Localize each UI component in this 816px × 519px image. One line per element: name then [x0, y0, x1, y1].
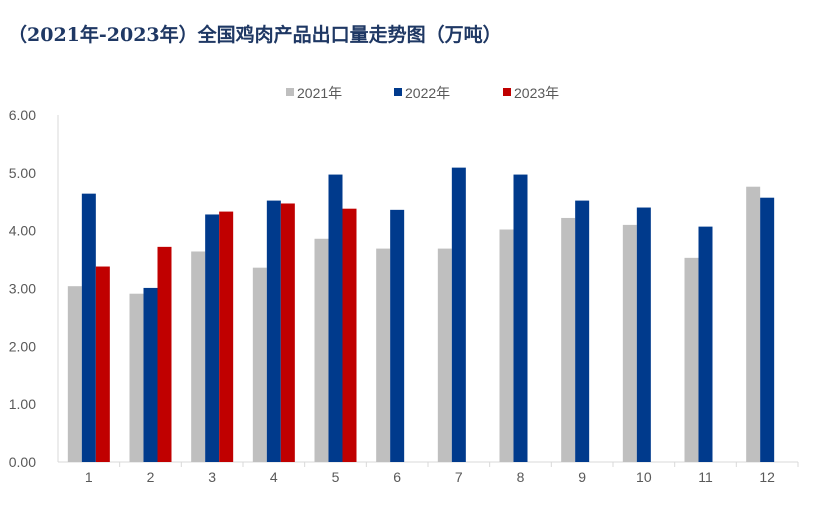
y-tick-label: 2.00: [9, 338, 36, 354]
bar-2023年-2: [157, 246, 172, 462]
x-tick-label: 9: [578, 469, 586, 485]
legend-label: 2023年: [514, 85, 559, 101]
bar-2022年-5: [328, 174, 343, 462]
x-tick-label: 8: [517, 469, 525, 485]
bar-2021年-12: [746, 186, 761, 463]
x-tick-label: 6: [393, 469, 401, 485]
bar-2022年-9: [575, 200, 590, 463]
y-tick-label: 3.00: [9, 281, 36, 297]
x-tick-label: 5: [332, 469, 340, 485]
bar-2021年-8: [499, 229, 514, 462]
y-tick-label: 1.00: [9, 396, 36, 412]
y-tick-label: 0.00: [9, 454, 36, 470]
bar-2021年-2: [129, 293, 144, 462]
bar-2022年-8: [513, 174, 528, 462]
y-tick-label: 4.00: [9, 223, 36, 239]
bar-2022年-10: [636, 207, 651, 462]
bar-2021年-6: [376, 248, 391, 462]
bar-2023年-5: [342, 208, 357, 462]
x-tick-label: 12: [759, 469, 775, 485]
x-tick-label: 11: [698, 469, 713, 485]
bar-2022年-11: [698, 226, 713, 462]
bar-2022年-3: [205, 214, 220, 462]
bar-2022年-1: [81, 193, 96, 463]
bar-2023年-1: [95, 266, 110, 462]
x-tick-label: 10: [636, 469, 652, 485]
bar-2022年-4: [266, 200, 281, 463]
bar-2021年-11: [684, 257, 699, 462]
bar-2023年-3: [219, 211, 234, 462]
legend-swatch: [286, 88, 294, 96]
bar-2022年-12: [760, 197, 775, 462]
bar-2021年-7: [437, 248, 452, 462]
bar-2022年-7: [451, 167, 466, 462]
legend-label: 2021年: [297, 85, 342, 101]
x-tick-label: 7: [455, 469, 463, 485]
bar-2021年-10: [622, 224, 637, 462]
legend-label: 2022年: [405, 85, 450, 101]
bar-2021年-4: [252, 267, 267, 462]
x-tick-label: 3: [208, 469, 216, 485]
bar-2022年-2: [143, 287, 158, 462]
x-tick-label: 1: [85, 469, 93, 485]
bar-2021年-9: [561, 217, 576, 462]
legend-swatch: [503, 88, 511, 96]
y-tick-label: 6.00: [9, 107, 36, 123]
bar-2021年-1: [67, 286, 82, 462]
chart-title: （2021年-2023年）全国鸡肉产品出口量走势图（万吨）: [8, 24, 502, 46]
bar-2021年-5: [314, 238, 329, 462]
bar-2021年-3: [191, 251, 206, 462]
legend-swatch: [394, 88, 402, 96]
x-tick-label: 2: [147, 469, 155, 485]
bar-2023年-4: [280, 203, 295, 463]
bar-2022年-6: [390, 209, 405, 462]
y-tick-label: 5.00: [9, 165, 36, 181]
x-tick-label: 4: [270, 469, 278, 485]
